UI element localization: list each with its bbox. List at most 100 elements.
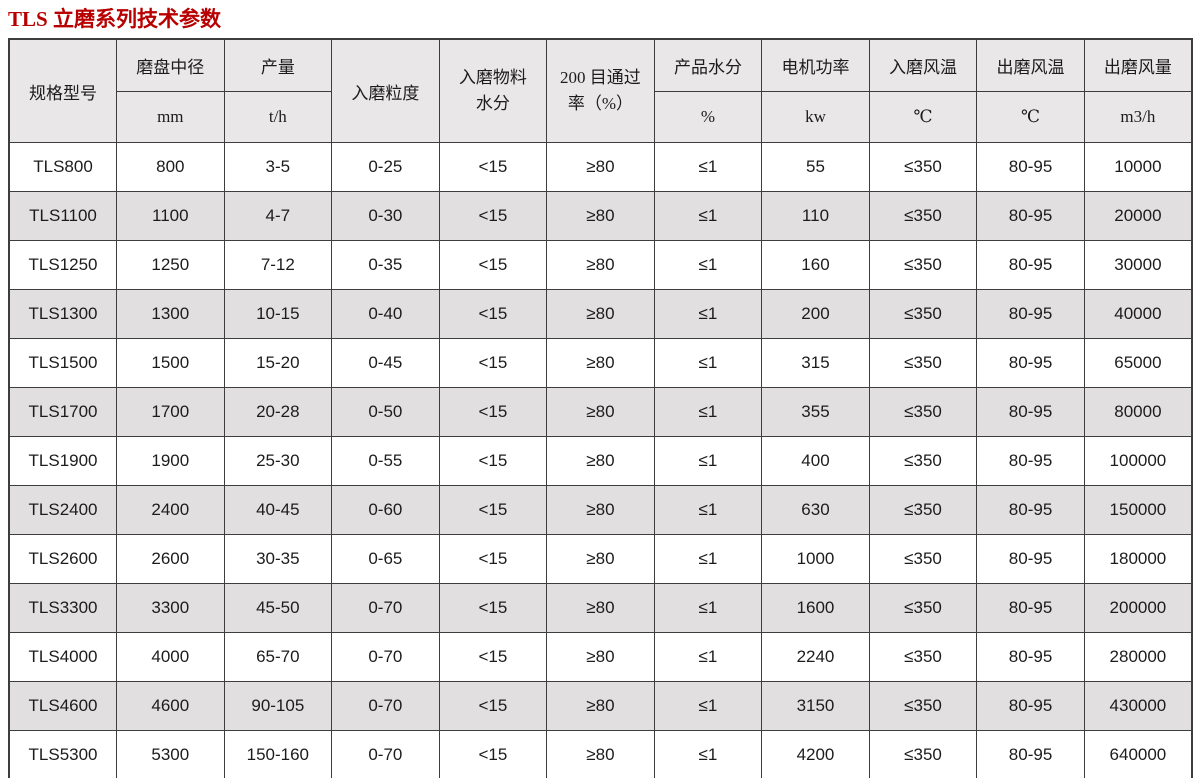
table-row: TLS4600 4600 90-105 0-70 <15 ≥80 ≤1 3150 ≤350 80-… — [8, 681, 1193, 731]
value-cell: 80-95 — [976, 485, 1085, 535]
table-row: TLS1300 1300 10-15 0-40 <15 ≥80 ≤1 200 ≤350 80-95… — [8, 289, 1193, 339]
value-cell: 0-65 — [331, 534, 440, 584]
table-row: TLS3300 3300 45-50 0-70 <15 ≥80 ≤1 1600 ≤350 80-9… — [8, 583, 1193, 633]
model-cell: TLS1500 — [8, 338, 118, 388]
col-header-feed-size: 入磨粒度 — [331, 38, 440, 143]
value-cell: 4600 — [116, 681, 225, 731]
value-cell: ≥80 — [546, 240, 655, 290]
value-cell: <15 — [438, 289, 548, 339]
value-cell: 10000 — [1083, 142, 1193, 192]
value-cell: 0-35 — [331, 240, 440, 290]
model-cell: TLS1250 — [8, 240, 118, 290]
unit-header-product-moisture: % — [653, 91, 763, 143]
value-cell: ≤1 — [653, 240, 763, 290]
value-cell: <15 — [438, 583, 548, 633]
value-cell: 5300 — [116, 730, 225, 778]
table-header: 规格型号 磨盘中径 产量 入磨粒度 入磨物料 水分 200 目通过 率（%） 产… — [8, 38, 1193, 143]
value-cell: ≥80 — [546, 289, 655, 339]
value-cell: 800 — [116, 142, 225, 192]
value-cell: 2600 — [116, 534, 225, 584]
value-cell: <15 — [438, 436, 548, 486]
value-cell: 1300 — [116, 289, 225, 339]
value-cell: ≤1 — [653, 387, 763, 437]
value-cell: 0-70 — [331, 681, 440, 731]
col-header-feed-moisture: 入磨物料 水分 — [438, 38, 548, 143]
value-cell: <15 — [438, 681, 548, 731]
value-cell: <15 — [438, 730, 548, 778]
value-cell: <15 — [438, 632, 548, 682]
value-cell: 80-95 — [976, 387, 1085, 437]
value-cell: 55 — [761, 142, 870, 192]
value-cell: ≤1 — [653, 191, 763, 241]
model-cell: TLS1300 — [8, 289, 118, 339]
col-header-feed-moisture-line2: 水分 — [475, 94, 510, 113]
table-row: TLS2600 2600 30-35 0-65 <15 ≥80 ≤1 1000 ≤350 80-9… — [8, 534, 1193, 584]
value-cell: 150000 — [1083, 485, 1193, 535]
value-cell: ≥80 — [546, 730, 655, 778]
value-cell: 25-30 — [223, 436, 333, 486]
table-row: TLS800 800 3-5 0-25 <15 ≥80 ≤1 55 ≤350 80-95 10000 — [8, 142, 1193, 192]
spec-table: 规格型号 磨盘中径 产量 入磨粒度 入磨物料 水分 200 目通过 率（%） 产… — [8, 38, 1193, 778]
value-cell: ≥80 — [546, 681, 655, 731]
value-cell: 3-5 — [223, 142, 333, 192]
value-cell: ≤1 — [653, 730, 763, 778]
value-cell: 45-50 — [223, 583, 333, 633]
value-cell: <15 — [438, 142, 548, 192]
value-cell: <15 — [438, 338, 548, 388]
unit-header-outlet-air-volume: m3/h — [1083, 91, 1193, 143]
value-cell: 40-45 — [223, 485, 333, 535]
value-cell: ≤1 — [653, 436, 763, 486]
value-cell: 20-28 — [223, 387, 333, 437]
value-cell: 630 — [761, 485, 870, 535]
value-cell: 150-160 — [223, 730, 333, 778]
value-cell: 1100 — [116, 191, 225, 241]
value-cell: ≤1 — [653, 338, 763, 388]
value-cell: 80-95 — [976, 142, 1085, 192]
model-cell: TLS1900 — [8, 436, 118, 486]
value-cell: ≥80 — [546, 142, 655, 192]
model-cell: TLS4600 — [8, 681, 118, 731]
header-row-labels: 规格型号 磨盘中径 产量 入磨粒度 入磨物料 水分 200 目通过 率（%） 产… — [8, 38, 1193, 143]
col-header-motor-power: 电机功率 — [761, 38, 870, 92]
value-cell: ≤1 — [653, 142, 763, 192]
table-row: TLS4000 4000 65-70 0-70 <15 ≥80 ≤1 2240 ≤350 80-9… — [8, 632, 1193, 682]
col-header-model: 规格型号 — [8, 38, 118, 143]
value-cell: 0-70 — [331, 583, 440, 633]
col-header-pass-rate-line1: 200 目通过 — [560, 68, 641, 87]
value-cell: ≤350 — [868, 289, 978, 339]
value-cell: 15-20 — [223, 338, 333, 388]
value-cell: 200000 — [1083, 583, 1193, 633]
value-cell: 7-12 — [223, 240, 333, 290]
unit-header-disc-diameter: mm — [116, 91, 225, 143]
value-cell: 0-45 — [331, 338, 440, 388]
col-header-feed-moisture-line1: 入磨物料 — [458, 68, 527, 87]
value-cell: 0-30 — [331, 191, 440, 241]
value-cell: 80-95 — [976, 240, 1085, 290]
page-title: TLS 立磨系列技术参数 — [8, 7, 221, 31]
value-cell: 0-70 — [331, 632, 440, 682]
col-header-outlet-air-volume: 出磨风量 — [1083, 38, 1193, 92]
value-cell: 1600 — [761, 583, 870, 633]
col-header-inlet-air-temp: 入磨风温 — [868, 38, 978, 92]
value-cell: <15 — [438, 191, 548, 241]
value-cell: ≥80 — [546, 534, 655, 584]
model-cell: TLS1100 — [8, 191, 118, 241]
unit-header-capacity: t/h — [223, 91, 333, 143]
value-cell: ≤350 — [868, 191, 978, 241]
value-cell: 40000 — [1083, 289, 1193, 339]
value-cell: 0-60 — [331, 485, 440, 535]
table-row: TLS2400 2400 40-45 0-60 <15 ≥80 ≤1 630 ≤350 80-95… — [8, 485, 1193, 535]
value-cell: ≤350 — [868, 632, 978, 682]
value-cell: ≥80 — [546, 338, 655, 388]
value-cell: 0-25 — [331, 142, 440, 192]
value-cell: 180000 — [1083, 534, 1193, 584]
value-cell: 1900 — [116, 436, 225, 486]
value-cell: ≤350 — [868, 387, 978, 437]
value-cell: ≥80 — [546, 436, 655, 486]
value-cell: <15 — [438, 240, 548, 290]
value-cell: 280000 — [1083, 632, 1193, 682]
value-cell: ≤1 — [653, 289, 763, 339]
col-header-product-moisture: 产品水分 — [653, 38, 763, 92]
value-cell: ≥80 — [546, 485, 655, 535]
